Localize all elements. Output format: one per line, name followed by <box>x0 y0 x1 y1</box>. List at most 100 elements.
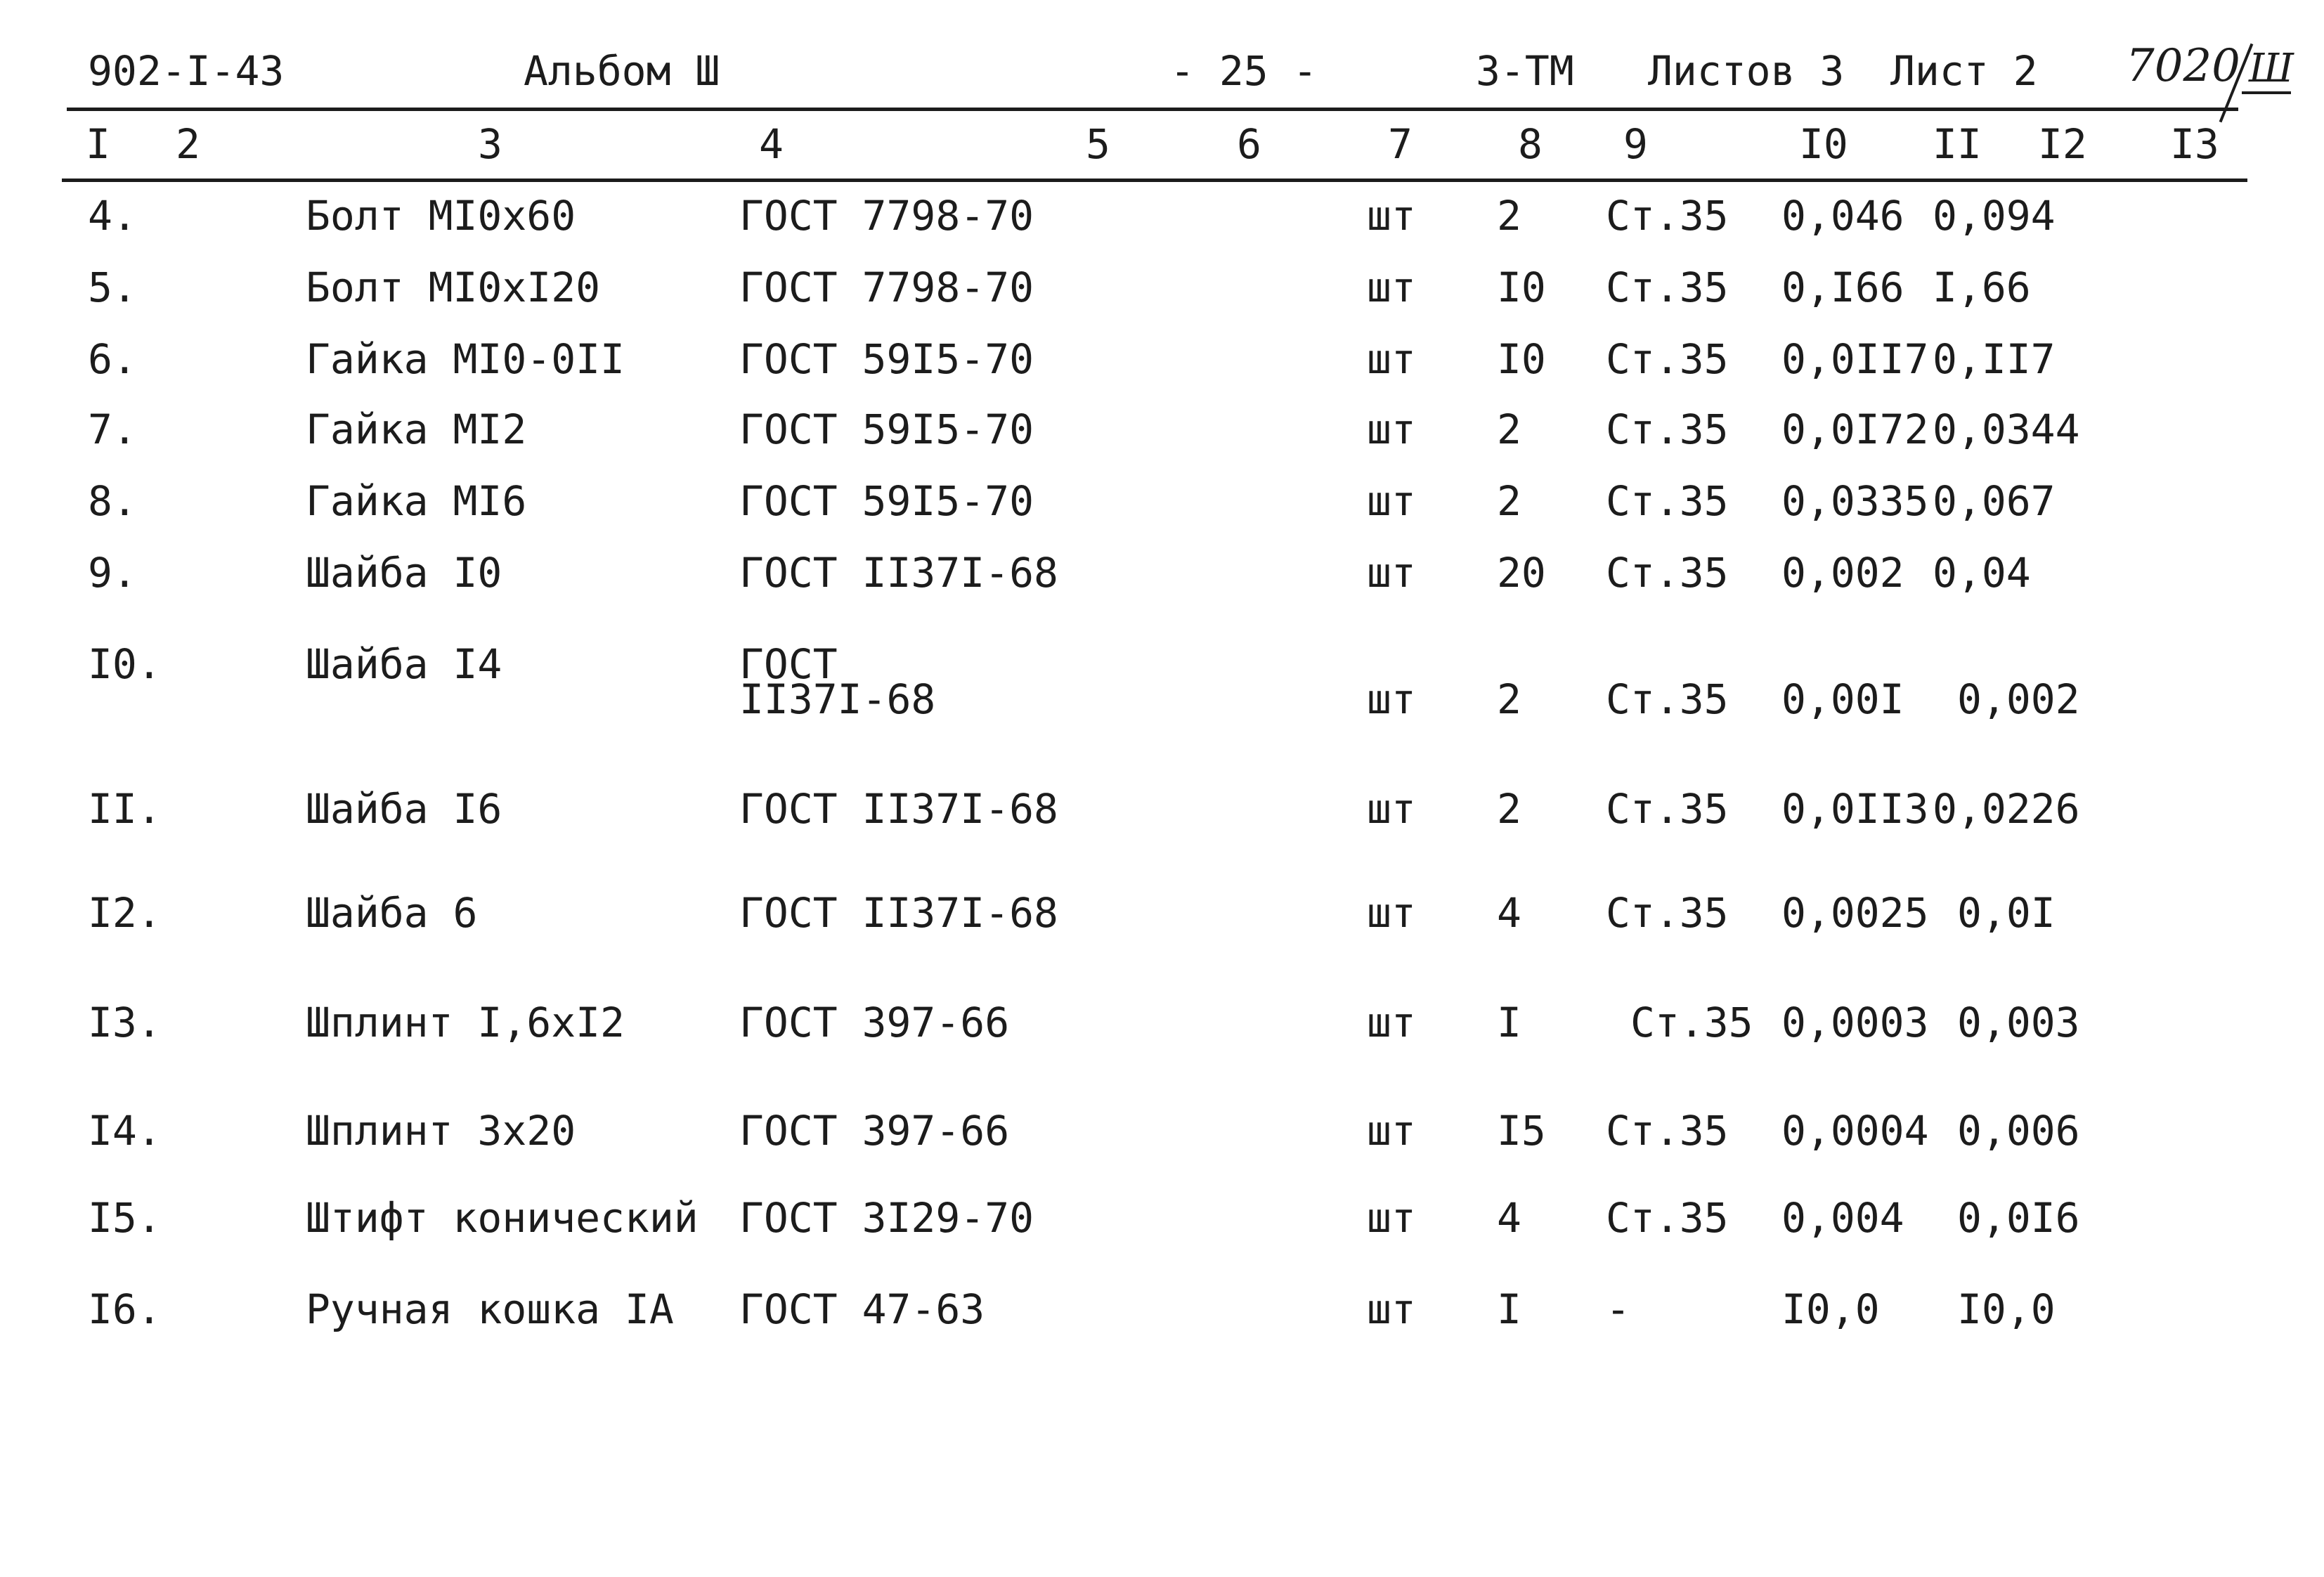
item-unit: шт <box>1367 1194 1416 1242</box>
item-quantity: 4 <box>1497 889 1521 937</box>
item-unit: шт <box>1367 405 1416 453</box>
header-rule-top <box>67 108 2238 111</box>
item-unit-mass: 0,0003 <box>1781 999 1929 1046</box>
item-standard: ГОСТ 47-63 <box>739 1285 985 1333</box>
row-number: 7. <box>88 405 137 453</box>
item-unit: шт <box>1367 264 1416 311</box>
row-number: I0. <box>88 640 162 688</box>
item-total-mass: 0,003 <box>1957 999 2080 1046</box>
item-total-mass: 0,094 <box>1933 192 2056 240</box>
column-number-5: 5 <box>1086 120 1110 168</box>
row-number: I3. <box>88 999 162 1046</box>
item-material: Ст.35 <box>1606 549 1729 597</box>
item-standard: ГОСТ 7798-70 <box>739 192 1034 240</box>
column-number-12: I2 <box>2038 120 2087 168</box>
sheet-number: Лист 2 <box>1890 47 2038 95</box>
item-unit: шт <box>1367 1285 1416 1333</box>
item-name: Болт МI0хI20 <box>306 264 601 311</box>
sheets-total: Листов 3 <box>1648 47 1845 95</box>
item-name: Шайба 6 <box>306 889 478 937</box>
item-material: Ст.35 <box>1606 264 1729 311</box>
row-number: 4. <box>88 192 137 240</box>
item-quantity: 2 <box>1497 675 1521 723</box>
item-total-mass: I0,0 <box>1957 1285 2056 1333</box>
item-unit: шт <box>1367 889 1416 937</box>
column-number-9: 9 <box>1623 120 1648 168</box>
item-name: Гайка МI6 <box>306 477 527 525</box>
item-total-mass: I,66 <box>1933 264 2031 311</box>
item-unit-mass: 0,0025 <box>1781 889 1929 937</box>
set-code: 3-ТМ <box>1476 47 1574 95</box>
item-material: Ст.35 <box>1606 335 1729 383</box>
column-number-4: 4 <box>759 120 784 168</box>
item-unit-mass: 0,0II7 <box>1781 335 1929 383</box>
item-quantity: 2 <box>1497 405 1521 453</box>
item-name: Шайба I4 <box>306 640 502 688</box>
item-quantity: I0 <box>1497 264 1546 311</box>
item-material: Ст.35 <box>1606 405 1729 453</box>
item-material: Ст.35 <box>1606 477 1729 525</box>
item-quantity: 2 <box>1497 477 1521 525</box>
row-number: II. <box>88 785 162 833</box>
item-unit-mass: I0,0 <box>1781 1285 1880 1333</box>
item-material: - <box>1606 1285 1630 1333</box>
item-total-mass: 0,0I <box>1957 889 2056 937</box>
item-unit: шт <box>1367 549 1416 597</box>
item-standard: ГОСТ 59I5-70 <box>739 477 1034 525</box>
item-name: Болт МI0х60 <box>306 192 576 240</box>
item-standard: ГОСТ II37I-68 <box>739 785 1058 833</box>
item-name: Шайба I6 <box>306 785 502 833</box>
item-unit: шт <box>1367 192 1416 240</box>
item-standard: ГОСТ 3I29-70 <box>739 1194 1034 1242</box>
row-number: 6. <box>88 335 137 383</box>
row-number: 9. <box>88 549 137 597</box>
item-material: Ст.35 <box>1606 889 1729 937</box>
document-code: 902-I-43 <box>88 47 285 95</box>
item-total-mass: 0,0I6 <box>1957 1194 2080 1242</box>
item-unit: шт <box>1367 675 1416 723</box>
item-unit: шт <box>1367 477 1416 525</box>
row-number: 5. <box>88 264 137 311</box>
column-number-2: 2 <box>176 120 200 168</box>
item-total-mass: 0,0226 <box>1933 785 2080 833</box>
item-name: Гайка МI2 <box>306 405 527 453</box>
item-standard: ГОСТ 59I5-70 <box>739 405 1034 453</box>
column-number-1: I <box>86 120 110 168</box>
item-standard: ГОСТ 397-66 <box>739 1107 1010 1155</box>
item-material: Ст.35 <box>1606 192 1729 240</box>
item-total-mass: 0,0344 <box>1933 405 2080 453</box>
item-total-mass: 0,002 <box>1957 675 2080 723</box>
item-quantity: 20 <box>1497 549 1546 597</box>
item-material: Ст.35 <box>1606 1194 1729 1242</box>
column-number-6: 6 <box>1237 120 1261 168</box>
row-number: I2. <box>88 889 162 937</box>
item-standard: ГОСТ 7798-70 <box>739 264 1034 311</box>
item-quantity: I0 <box>1497 335 1546 383</box>
item-unit-mass: 0,046 <box>1781 192 1904 240</box>
row-number: 8. <box>88 477 137 525</box>
item-standard-continued: II37I-68 <box>739 675 936 723</box>
item-quantity: I5 <box>1497 1107 1546 1155</box>
row-number: I5. <box>88 1194 162 1242</box>
item-quantity: I <box>1497 1285 1521 1333</box>
item-material: Ст.35 <box>1606 675 1729 723</box>
stamp-number: 7020 <box>2126 40 2240 92</box>
stamp-suffix: Ш <box>2249 46 2294 91</box>
item-name: Шплинт 3х20 <box>306 1107 576 1155</box>
column-number-3: 3 <box>478 120 502 168</box>
item-unit-mass: 0,004 <box>1781 1194 1904 1242</box>
item-unit-mass: 0,I66 <box>1781 264 1904 311</box>
item-unit: шт <box>1367 335 1416 383</box>
item-name: Гайка МI0-0II <box>306 335 625 383</box>
item-unit-mass: 0,002 <box>1781 549 1904 597</box>
item-quantity: 4 <box>1497 1194 1521 1242</box>
item-quantity: 2 <box>1497 785 1521 833</box>
column-number-8: 8 <box>1518 120 1543 168</box>
item-standard: ГОСТ II37I-68 <box>739 889 1058 937</box>
item-name: Шплинт I,6хI2 <box>306 999 625 1046</box>
item-unit: шт <box>1367 785 1416 833</box>
item-total-mass: 0,067 <box>1933 477 2056 525</box>
item-unit-mass: 0,0II3 <box>1781 785 1929 833</box>
row-number: I6. <box>88 1285 162 1333</box>
stamp-underline <box>2242 91 2291 94</box>
